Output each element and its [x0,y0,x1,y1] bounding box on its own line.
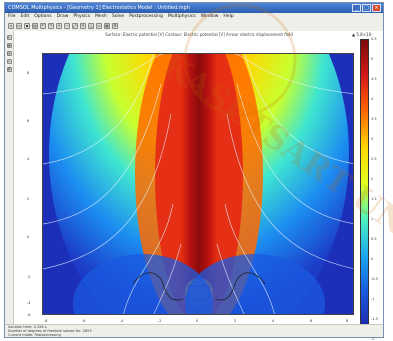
menu-help[interactable]: Help [223,14,234,19]
y-tick-label: 4 [27,157,30,161]
select-icon[interactable]: ↖ [6,35,12,40]
colorbar-labels: 5.5 5 4.5 4 3.5 3 2.5 2 1.5 1 0.5 0 -0.5… [371,37,378,341]
y-tick-label: 6 [27,119,30,123]
menu-draw[interactable]: Draw [56,14,69,19]
colorbar-tick: 3.5 [371,117,377,121]
zoom-extents-icon[interactable]: ⤢ [72,23,78,29]
colorbar-tick: 4 [371,97,374,101]
y-tick-label: -4 [27,301,31,305]
colorbar-tick: -2 [371,337,375,341]
close-button[interactable]: × [372,4,381,12]
probe-icon[interactable]: • [6,59,12,64]
menu-bar: File Edit Options Draw Physics Mesh Solv… [5,13,383,21]
zoom-in-icon[interactable]: + [56,23,62,29]
settings-icon[interactable]: ⚙ [112,23,118,29]
x-tick-label: 6 [310,319,313,323]
grid-icon[interactable]: # [6,67,12,72]
solve-icon[interactable]: = [96,23,102,29]
mesh-icon[interactable]: △ [88,23,94,29]
menu-solve[interactable]: Solve [111,14,125,19]
colorbar-tick: 2.5 [371,157,377,161]
status-line: Current mode: Postprocessing [8,333,61,337]
colorbar [360,39,369,329]
menu-multiphysics[interactable]: Multiphysics [167,14,196,19]
menu-file[interactable]: File [8,14,16,19]
colorbar-tick: 3 [371,137,374,141]
colorbar-tick: 4.5 [371,77,377,81]
y-tick-label: -6 [27,313,31,317]
menu-postprocessing[interactable]: Postprocessing [129,14,163,19]
menu-edit[interactable]: Edit [20,14,30,19]
application-window: COMSOL Multiphysics - [Geometry 1] Elect… [4,2,384,341]
zoom-out-icon[interactable]: − [64,23,70,29]
colorbar-tick: -1 [371,297,375,301]
y-tick-label: 8 [27,71,30,75]
menu-physics[interactable]: Physics [73,14,91,19]
window-controls: _ □ × [352,4,381,12]
colorbar-max-label: ▲ 5.8×10⁻ [352,32,374,37]
plot-canvas[interactable]: Surface: Electric potential [V] Contour:… [14,31,383,341]
plot-icon[interactable]: ▦ [104,23,110,29]
y-tick-label: -2 [27,275,31,279]
minimize-button[interactable]: _ [352,4,361,12]
new-icon[interactable]: ▫ [8,23,14,29]
window-title: COMSOL Multiphysics - [Geometry 1] Elect… [8,5,190,11]
colorbar-tick: 2 [371,177,374,181]
x-tick-label: -4 [120,319,124,323]
colorbar-tick: 0.5 [371,237,377,241]
save-icon[interactable]: ▪ [24,23,30,29]
colorbar-tick: 1 [371,217,374,221]
colorbar-tick: 0 [371,257,374,261]
plot-title: Surface: Electric potential [V] Contour:… [105,32,293,37]
status-bar: Solution time: 0.328 s Number of degrees… [5,324,383,337]
x-tick-label: -2 [158,319,162,323]
maximize-button[interactable]: □ [362,4,371,12]
left-toolbar: ↖ ✥ ⟳ • # [5,31,14,325]
open-icon[interactable]: ▭ [16,23,22,29]
field-surface [43,54,353,314]
draw-icon[interactable]: ✎ [80,23,86,29]
menu-window[interactable]: Window [200,14,219,19]
x-tick-label: -8 [44,319,48,323]
title-bar[interactable]: COMSOL Multiphysics - [Geometry 1] Elect… [5,3,383,13]
status-line: Solution time: 0.328 s [8,325,47,329]
y-tick-label: 2 [27,197,30,201]
surface-plot[interactable] [42,53,354,315]
colorbar-tick: -1.5 [371,317,378,321]
x-tick-label: 2 [234,319,237,323]
colorbar-tick: -0.5 [371,277,378,281]
x-tick-label: 8 [346,319,349,323]
undo-icon[interactable]: ↶ [40,23,46,29]
colorbar-tick: 5.5 [371,37,377,41]
colorbar-tick: 1.5 [371,197,377,201]
x-tick-label: -6 [82,319,86,323]
status-line: Number of degrees of freedom solved for:… [8,329,92,333]
redo-icon[interactable]: ↷ [48,23,54,29]
pan-icon[interactable]: ✥ [6,43,12,48]
x-tick-label: 0 [196,319,199,323]
print-icon[interactable]: ▤ [32,23,38,29]
rotate-icon[interactable]: ⟳ [6,51,12,56]
menu-options[interactable]: Options [34,14,52,19]
menu-mesh[interactable]: Mesh [95,14,107,19]
x-tick-label: 4 [272,319,275,323]
colorbar-tick: 5 [371,57,374,61]
y-tick-label: 0 [27,235,30,239]
